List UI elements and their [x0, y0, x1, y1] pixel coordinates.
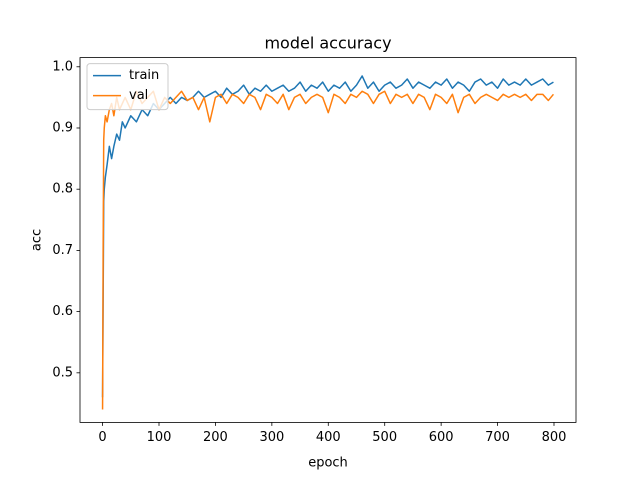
x-axis-label: epoch [308, 456, 348, 471]
legend-label: val [129, 88, 148, 103]
x-tick-label: 700 [485, 430, 510, 445]
y-tick-label: 1.0 [52, 59, 73, 74]
x-tick-label: 800 [542, 430, 567, 445]
x-tick-label: 600 [429, 430, 454, 445]
y-tick-label: 0.5 [52, 365, 73, 380]
legend-label: train [129, 68, 159, 83]
x-tick-label: 100 [147, 430, 172, 445]
y-tick-label: 0.8 [52, 182, 73, 197]
y-tick-label: 0.9 [52, 120, 73, 135]
y-tick-label: 0.6 [52, 304, 73, 319]
chart-title: model accuracy [264, 34, 391, 53]
line-series [101, 75, 554, 398]
y-axis-label: acc [30, 229, 45, 251]
axes-frame [79, 57, 577, 423]
x-tick-label: 400 [316, 430, 341, 445]
y-tick-label: 0.7 [52, 243, 73, 258]
x-tick-label: 500 [372, 430, 397, 445]
x-tick-label: 200 [203, 430, 228, 445]
x-tick-label: 0 [98, 430, 106, 445]
x-tick-label: 300 [259, 430, 284, 445]
